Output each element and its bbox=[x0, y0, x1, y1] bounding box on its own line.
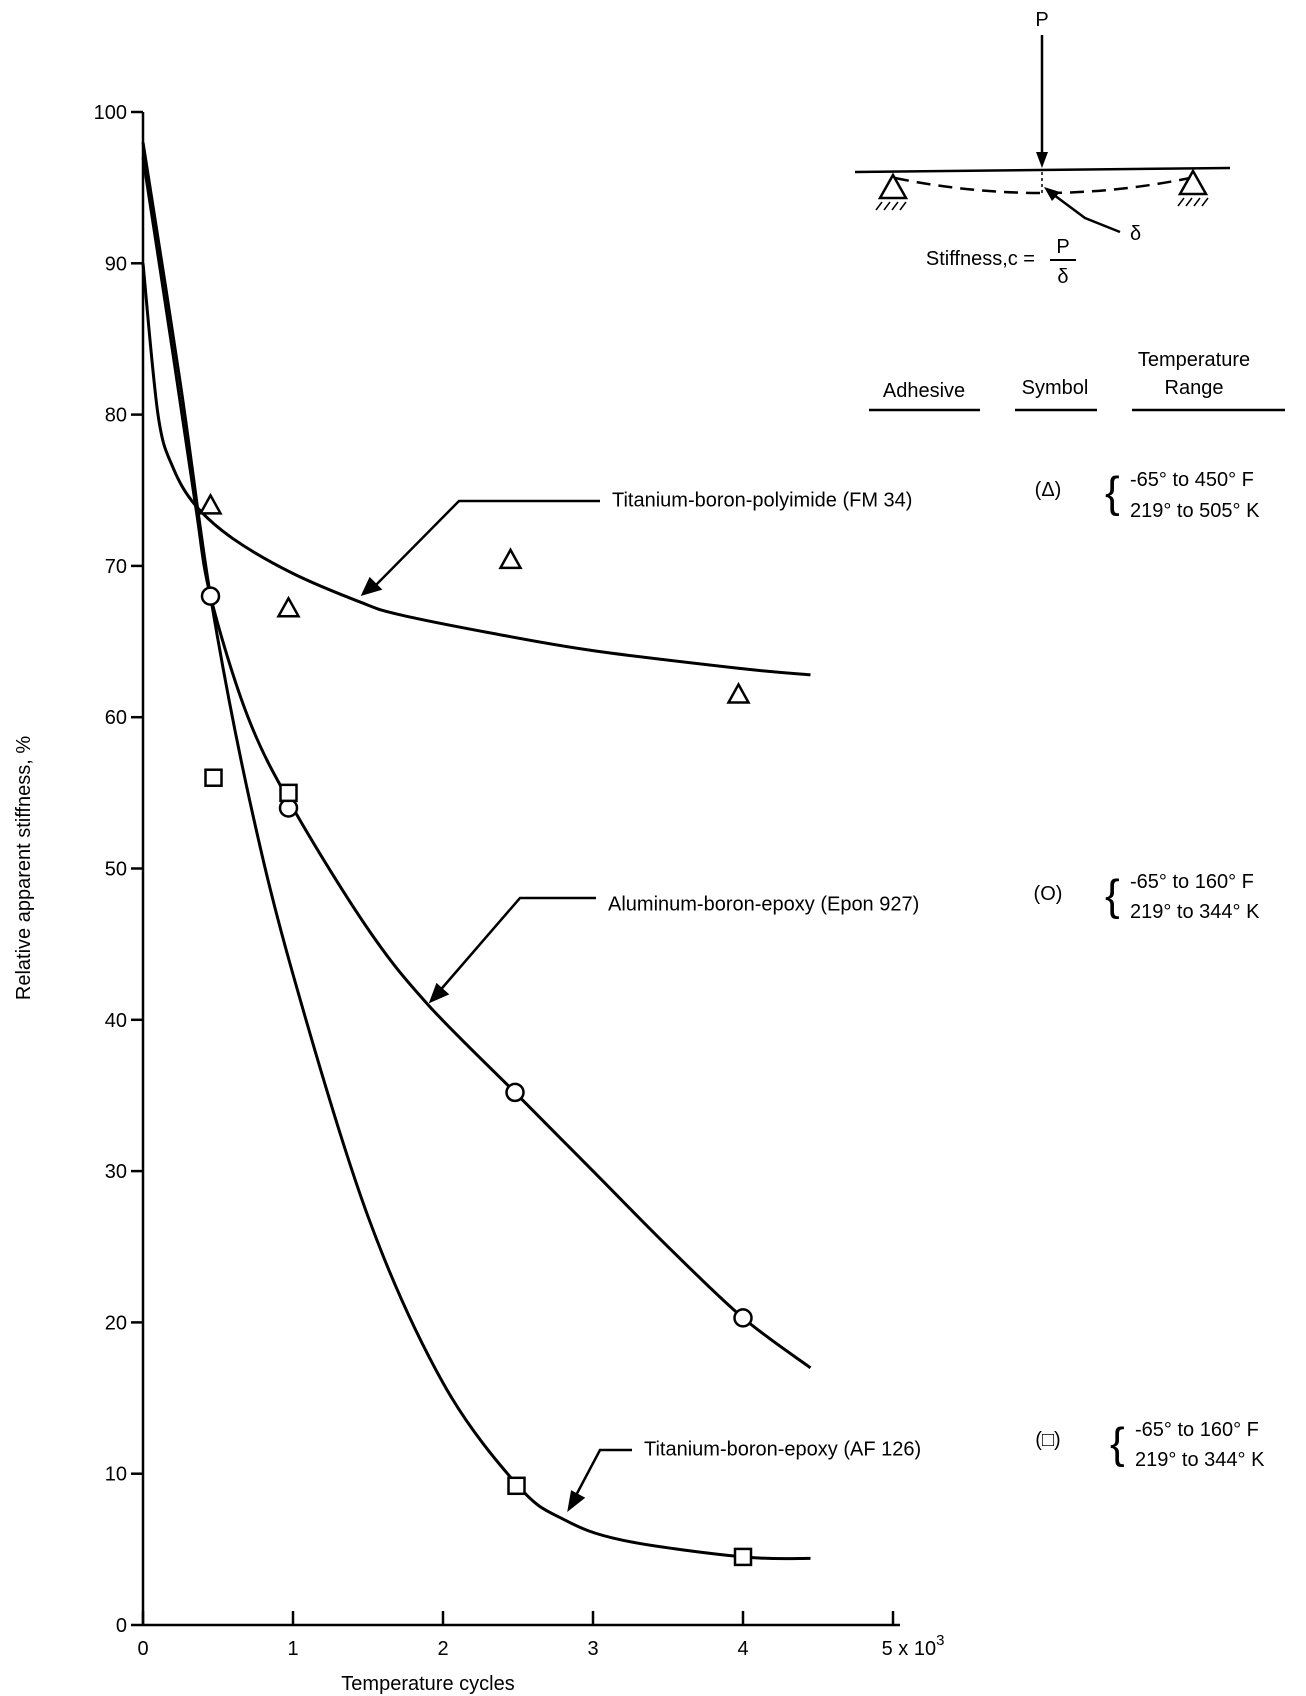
legend-symbol-circle: (O) bbox=[1034, 883, 1063, 905]
legend-table: Adhesive Symbol Temperature Range (Δ) (O… bbox=[869, 349, 1285, 1471]
legend-header-range: Range bbox=[1165, 377, 1224, 399]
legend-header-temperature: Temperature bbox=[1138, 349, 1250, 371]
y-tick-label: 70 bbox=[105, 556, 127, 578]
triangle-marker bbox=[276, 595, 301, 618]
right-support-hatch bbox=[1177, 197, 1209, 207]
series-markers bbox=[198, 492, 753, 1567]
x-tick-label: 0 bbox=[137, 1638, 148, 1660]
series-label-epon: Aluminum-boron-epoxy (Epon 927) bbox=[608, 893, 919, 915]
formula-denominator: δ bbox=[1057, 266, 1068, 288]
circle-marker bbox=[200, 586, 221, 606]
beam-diagram: P δ Stiffness,c = P δ bbox=[854, 9, 1231, 288]
beam-line bbox=[854, 166, 1231, 174]
legend-range-f: -65° to 160° F bbox=[1130, 871, 1254, 893]
curve-af126 bbox=[141, 142, 811, 1561]
leader-arrowhead-af126 bbox=[567, 1490, 586, 1513]
y-tick-label: 50 bbox=[105, 859, 127, 881]
y-tick-label: 20 bbox=[105, 1312, 127, 1334]
leader-arrowhead-epon bbox=[428, 982, 450, 1004]
legend-range-k: 219° to 344° K bbox=[1130, 901, 1260, 923]
triangle-marker bbox=[198, 492, 223, 515]
deflection-label: δ bbox=[1130, 223, 1141, 245]
x-axis-title: Temperature cycles bbox=[341, 1673, 514, 1695]
y-tick-label: 60 bbox=[105, 707, 127, 729]
legend-range-k: 219° to 344° K bbox=[1135, 1449, 1265, 1471]
leader-arrowhead-polyimide bbox=[360, 576, 383, 596]
square-marker bbox=[204, 768, 223, 787]
x-tick-exponent: 3 bbox=[936, 1632, 944, 1649]
series-label-af126: Titanium-boron-epoxy (AF 126) bbox=[644, 1438, 921, 1460]
y-tick-label: 100 bbox=[94, 102, 127, 124]
y-tick-label: 30 bbox=[105, 1161, 127, 1183]
y-tick-label: 0 bbox=[116, 1615, 127, 1637]
triangle-marker bbox=[498, 547, 523, 570]
circle-marker bbox=[505, 1082, 525, 1103]
square-marker bbox=[507, 1476, 526, 1496]
x-tick-label: 1 bbox=[287, 1638, 298, 1660]
y-axis-title: Relative apparent stiffness, % bbox=[13, 736, 35, 1000]
leader-arrows bbox=[360, 499, 632, 1513]
axes bbox=[141, 112, 900, 1627]
left-support-hatch bbox=[875, 201, 907, 211]
x-ticks: 0 1 2 3 4 5 x 103 bbox=[137, 1611, 944, 1660]
circle-marker bbox=[733, 1308, 753, 1328]
y-ticks: 0 10 20 30 40 50 60 70 80 90 100 bbox=[94, 102, 143, 1637]
brace-icon: { bbox=[1105, 468, 1120, 517]
legend-header-symbol: Symbol bbox=[1022, 377, 1089, 399]
leader-line-af126 bbox=[571, 1448, 632, 1502]
x-tick-label: 5 x 103 bbox=[882, 1632, 945, 1660]
curve-epon bbox=[141, 157, 812, 1370]
brace-icon: { bbox=[1105, 871, 1120, 920]
brace-icon: { bbox=[1110, 1419, 1125, 1468]
curve-polyimide bbox=[141, 263, 811, 677]
y-tick-label: 10 bbox=[105, 1464, 127, 1486]
left-support-icon bbox=[877, 172, 909, 200]
legend-range-f: -65° to 160° F bbox=[1135, 1419, 1259, 1441]
legend-range-k: 219° to 505° K bbox=[1130, 500, 1260, 522]
formula-numerator: P bbox=[1056, 236, 1069, 258]
y-tick-label: 40 bbox=[105, 1010, 127, 1032]
x-tick-label: 3 bbox=[587, 1638, 598, 1660]
delta-arrowhead bbox=[1044, 187, 1060, 201]
y-tick-label: 90 bbox=[105, 253, 127, 275]
x-tick-label: 2 bbox=[437, 1638, 448, 1660]
load-label: P bbox=[1035, 9, 1048, 31]
legend-header-adhesive: Adhesive bbox=[883, 380, 965, 402]
stiffness-formula: Stiffness,c = bbox=[926, 248, 1035, 270]
legend-symbol-square: (□) bbox=[1035, 1429, 1060, 1451]
series-label-polyimide: Titanium-boron-polyimide (FM 34) bbox=[612, 489, 912, 511]
right-support-icon bbox=[1177, 168, 1209, 196]
load-arrowhead bbox=[1036, 152, 1048, 168]
y-tick-label: 80 bbox=[105, 405, 127, 427]
leader-line-epon bbox=[436, 896, 596, 995]
square-marker bbox=[279, 783, 298, 803]
triangle-marker bbox=[726, 681, 751, 704]
delta-leader bbox=[1049, 190, 1121, 234]
legend-symbol-triangle: (Δ) bbox=[1035, 479, 1062, 501]
legend-range-f: -65° to 450° F bbox=[1130, 469, 1254, 491]
series-curves bbox=[141, 142, 812, 1561]
x-tick-label: 4 bbox=[737, 1638, 748, 1660]
leader-line-polyimide bbox=[369, 499, 600, 592]
square-marker bbox=[733, 1547, 753, 1567]
